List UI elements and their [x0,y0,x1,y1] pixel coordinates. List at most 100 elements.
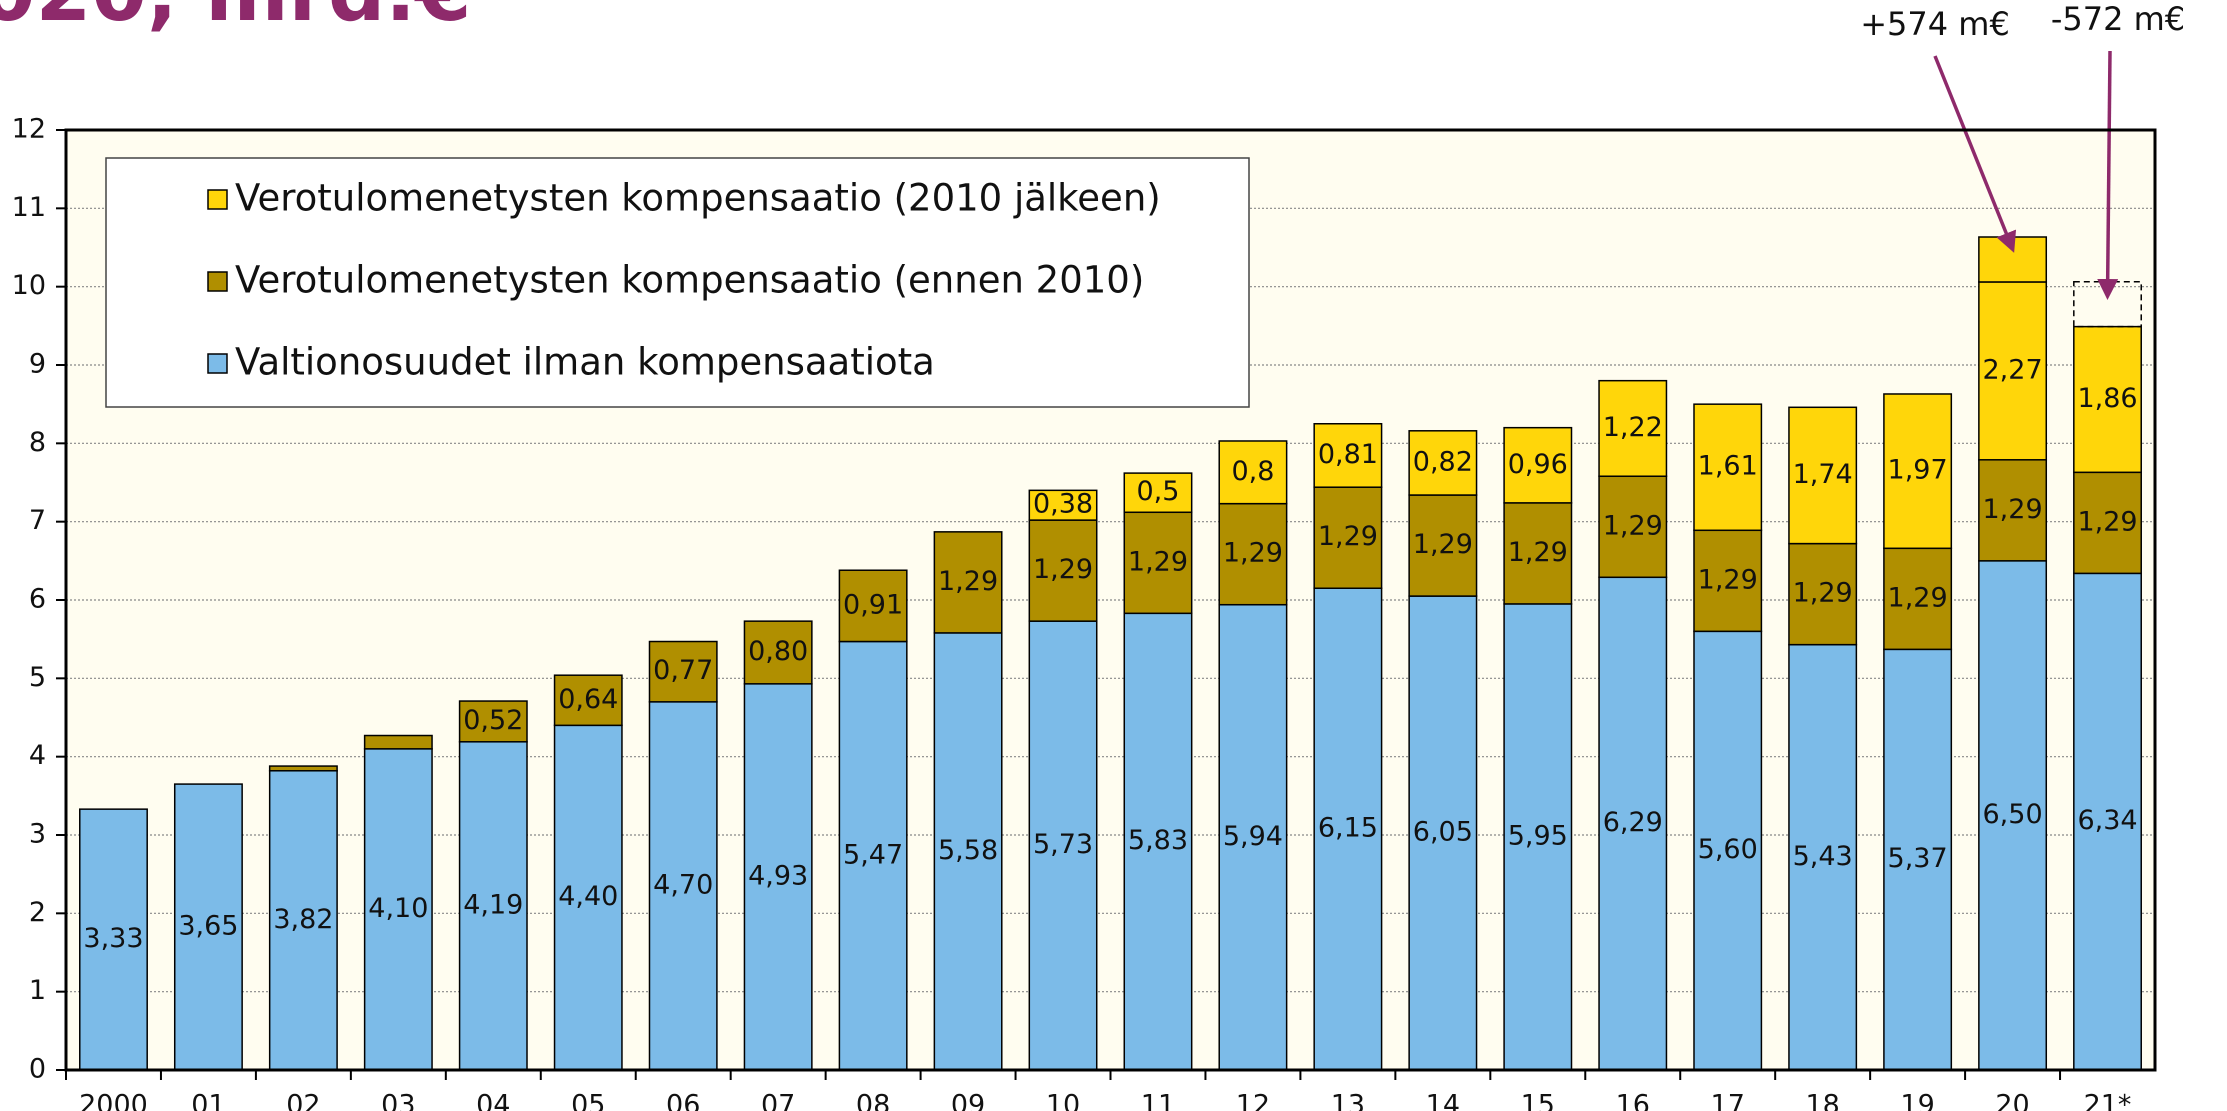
data-label: 0,5 [1137,476,1180,507]
data-label: 0,38 [1033,489,1093,520]
data-label: 1,29 [1508,537,1568,568]
data-label: 4,10 [368,893,428,924]
legend-swatch [207,189,228,210]
data-label: 6,50 [1983,799,2043,830]
annotation-arrow [2097,50,2119,301]
x-tick-label: 13 [1331,1090,1365,1111]
x-tick-label: 09 [951,1090,985,1111]
data-label: 1,29 [1223,538,1283,569]
bar-segment [1313,486,1383,590]
bar-segment [1788,406,1858,545]
data-label: 1,29 [938,566,998,597]
annotation: +574 m€ [1860,5,2010,43]
data-label: 1,29 [1128,546,1188,577]
y-tick-label: 11 [12,192,46,223]
bar-segment [1503,603,1573,1071]
data-label: 4,19 [463,889,523,920]
legend-swatch [207,271,228,292]
bar-segment [268,770,338,1071]
y-tick-label: 0 [29,1054,46,1085]
bar-segment [1598,576,1668,1071]
data-label: 6,29 [1603,807,1663,838]
data-label: 0,64 [558,684,618,715]
x-tick-label: 16 [1616,1090,1650,1111]
bar-segment [79,808,148,1071]
x-tick-label: 18 [1805,1090,1839,1111]
data-label: 0,80 [748,636,808,667]
bar-segment [1218,440,1288,505]
data-label: 4,70 [653,869,713,900]
bar-segment [1883,547,1953,651]
bar-segment [838,569,908,643]
data-label: 6,34 [2077,805,2137,836]
annotation: -572 m€ [2051,0,2185,38]
bar-segment [1028,519,1098,622]
x-tick-label: 12 [1236,1090,1270,1111]
bar-segment [2073,325,2142,474]
bar-segment [363,734,433,750]
bar-segment [1313,423,1383,488]
y-tick-label: 7 [29,505,46,536]
legend-label: Verotulomenetysten kompensaatio (ennen 2… [235,259,1144,302]
x-tick-label: 19 [1900,1090,1934,1111]
data-label: 1,22 [1603,412,1663,443]
x-tick-label: 10 [1046,1090,1080,1111]
bar-segment [1123,472,1193,514]
bar-segment [1408,494,1478,597]
y-tick-label: 1 [29,975,46,1006]
y-tick-label: 4 [29,740,46,771]
data-label: 5,58 [938,835,998,866]
data-label: 5,60 [1698,834,1758,865]
bar-segment [1978,236,2048,283]
data-label: 1,74 [1793,459,1853,490]
data-label: 0,91 [843,589,903,620]
bar-segment [1028,620,1098,1071]
y-tick-label: 3 [29,819,46,850]
bar-segment [1408,595,1478,1071]
bar-segment [173,783,243,1071]
x-tick-label: 11 [1141,1090,1175,1111]
data-label: 0,96 [1508,449,1568,480]
data-label: 1,29 [1698,564,1758,595]
plot-frame [64,128,2157,1072]
data-label: 2,27 [1983,354,2043,385]
data-label: 5,37 [1888,843,1948,874]
bar-segment [1503,502,1573,605]
bar-segment [458,700,528,743]
data-label: 1,29 [1983,494,2043,525]
bar-segment [1503,426,1573,504]
bar-segment [1978,560,2048,1071]
legend-label: Verotulomenetysten kompensaatio (2010 jä… [235,177,1161,220]
y-tick-label: 10 [12,270,46,301]
legend-swatch [207,353,228,374]
bar-segment [933,632,1003,1071]
x-tick-label: 14 [1426,1090,1460,1111]
bar-segment [1978,459,2048,562]
data-label: 1,29 [1793,578,1853,609]
x-tick-label: 15 [1521,1090,1555,1111]
legend [105,157,1250,408]
data-label: 0,77 [653,655,713,686]
x-tick-label: 01 [191,1090,225,1111]
data-label: 6,05 [1413,817,1473,848]
y-tick-label: 9 [29,349,46,380]
bar-segment [743,620,813,685]
y-tick-label: 5 [29,662,46,693]
data-label: 0,82 [1413,446,1473,477]
x-tick-label: 06 [666,1090,700,1111]
x-tick-label: 20 [1995,1090,2029,1111]
x-tick-label: 2000 [79,1090,148,1111]
bar-segment [1123,511,1193,615]
data-label: 0,81 [1318,439,1378,470]
data-label: 4,40 [558,881,618,912]
bar-segment [1598,475,1668,579]
data-label: 1,29 [1318,521,1378,552]
bar-segment [1883,648,1953,1071]
legend-label: Valtionosuudet ilman kompensaatiota [235,341,935,384]
x-tick-label: 21* [2084,1090,2132,1111]
x-tick-label: 05 [571,1090,605,1111]
data-label: 1,29 [1603,510,1663,541]
bar-segment [1123,612,1193,1071]
data-label: 0,52 [463,705,523,736]
